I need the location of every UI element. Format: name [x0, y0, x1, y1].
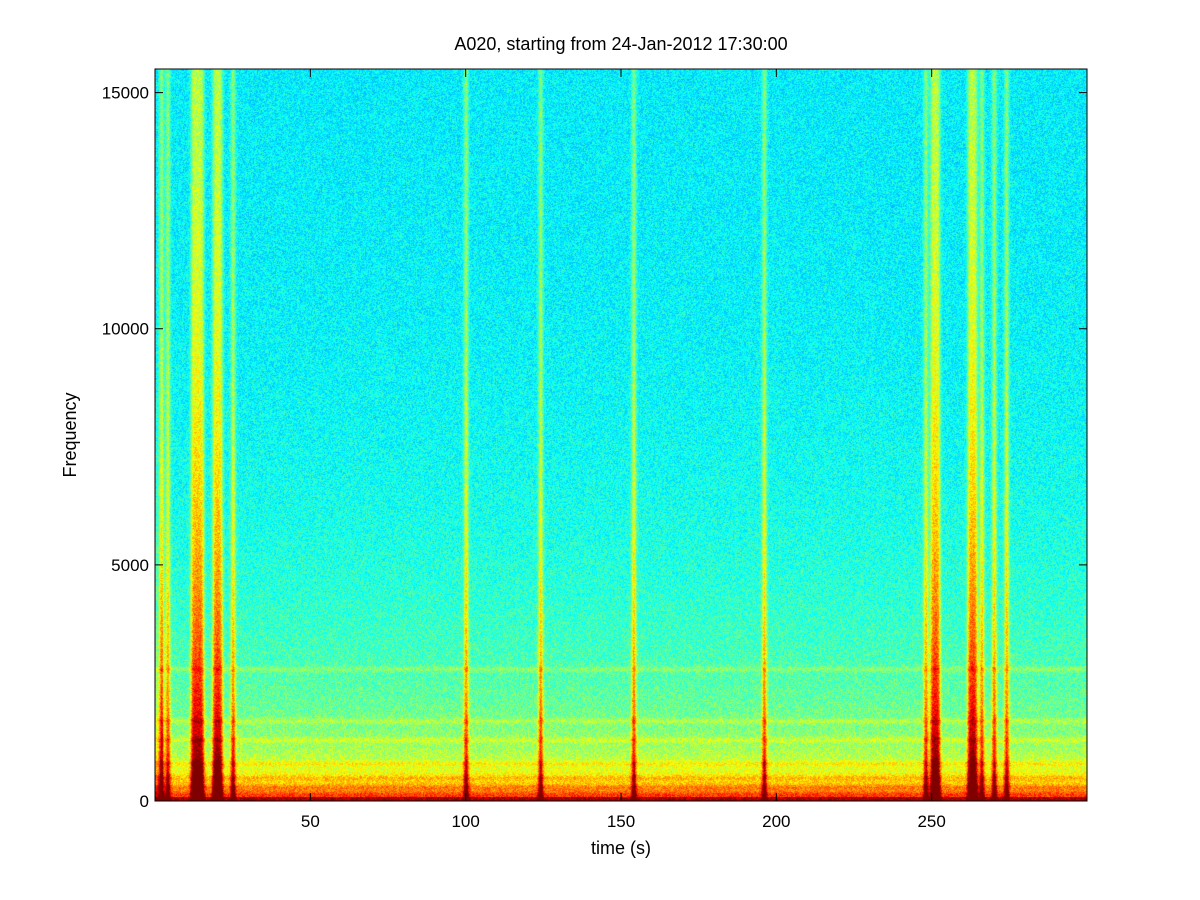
x-tick-label: 250: [917, 812, 945, 831]
y-tick-label: 10000: [102, 320, 149, 339]
y-tick-label: 0: [140, 792, 149, 811]
chart-title: A020, starting from 24-Jan-2012 17:30:00: [454, 34, 787, 54]
y-tick-label: 5000: [111, 556, 149, 575]
y-axis: 0 5000 10000 15000: [102, 84, 1087, 811]
x-axis: 50 100 150 200 250: [301, 69, 946, 831]
x-tick-label: 50: [301, 812, 320, 831]
plot-frame: [154, 68, 1088, 802]
y-axis-label: Frequency: [60, 392, 80, 477]
y-tick-label: 15000: [102, 84, 149, 103]
x-tick-label: 150: [607, 812, 635, 831]
spectrogram-image: [155, 69, 1087, 801]
x-axis-label: time (s): [591, 838, 651, 858]
x-tick-label: 100: [451, 812, 479, 831]
x-tick-label: 200: [762, 812, 790, 831]
